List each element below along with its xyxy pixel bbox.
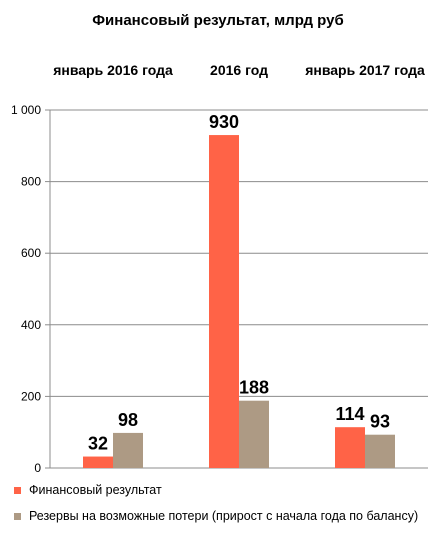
data-label: 98 bbox=[118, 410, 138, 430]
y-tick-label: 200 bbox=[21, 389, 41, 403]
chart-title: Финансовый результат, млрд руб bbox=[92, 12, 344, 29]
legend-label-financial-result: Финансовый результат bbox=[29, 483, 162, 497]
data-label: 188 bbox=[239, 378, 269, 398]
y-tick-label: 0 bbox=[34, 461, 41, 475]
legend-item-reserves: Резервы на возможные потери (прирост с н… bbox=[14, 508, 424, 524]
data-label: 114 bbox=[335, 404, 364, 424]
legend-swatch-financial-result bbox=[14, 487, 21, 495]
bar-1-1 bbox=[239, 400, 269, 468]
bar-0-0 bbox=[83, 456, 113, 468]
data-label: 93 bbox=[370, 412, 390, 432]
legend-swatch-reserves bbox=[14, 513, 21, 521]
y-tick-label: 600 bbox=[21, 246, 41, 260]
y-tick-label: 800 bbox=[21, 175, 41, 189]
category-label-jan-2016: январь 2016 года bbox=[53, 62, 173, 78]
category-label-jan-2017: январь 2017 года bbox=[305, 62, 425, 78]
bar-0-1 bbox=[113, 432, 143, 468]
bar-2-1 bbox=[365, 434, 395, 468]
data-label: 32 bbox=[88, 434, 108, 454]
y-tick-label: 1 000 bbox=[11, 103, 41, 117]
legend-label-reserves: Резервы на возможные потери (прирост с н… bbox=[29, 509, 419, 523]
y-tick-label: 400 bbox=[21, 318, 41, 332]
bar-2-0 bbox=[335, 427, 365, 468]
category-label-2016: 2016 год bbox=[210, 62, 268, 78]
bar-1-0 bbox=[209, 135, 239, 468]
legend-item-financial-result: Финансовый результат bbox=[14, 482, 424, 498]
data-label: 930 bbox=[209, 112, 239, 132]
